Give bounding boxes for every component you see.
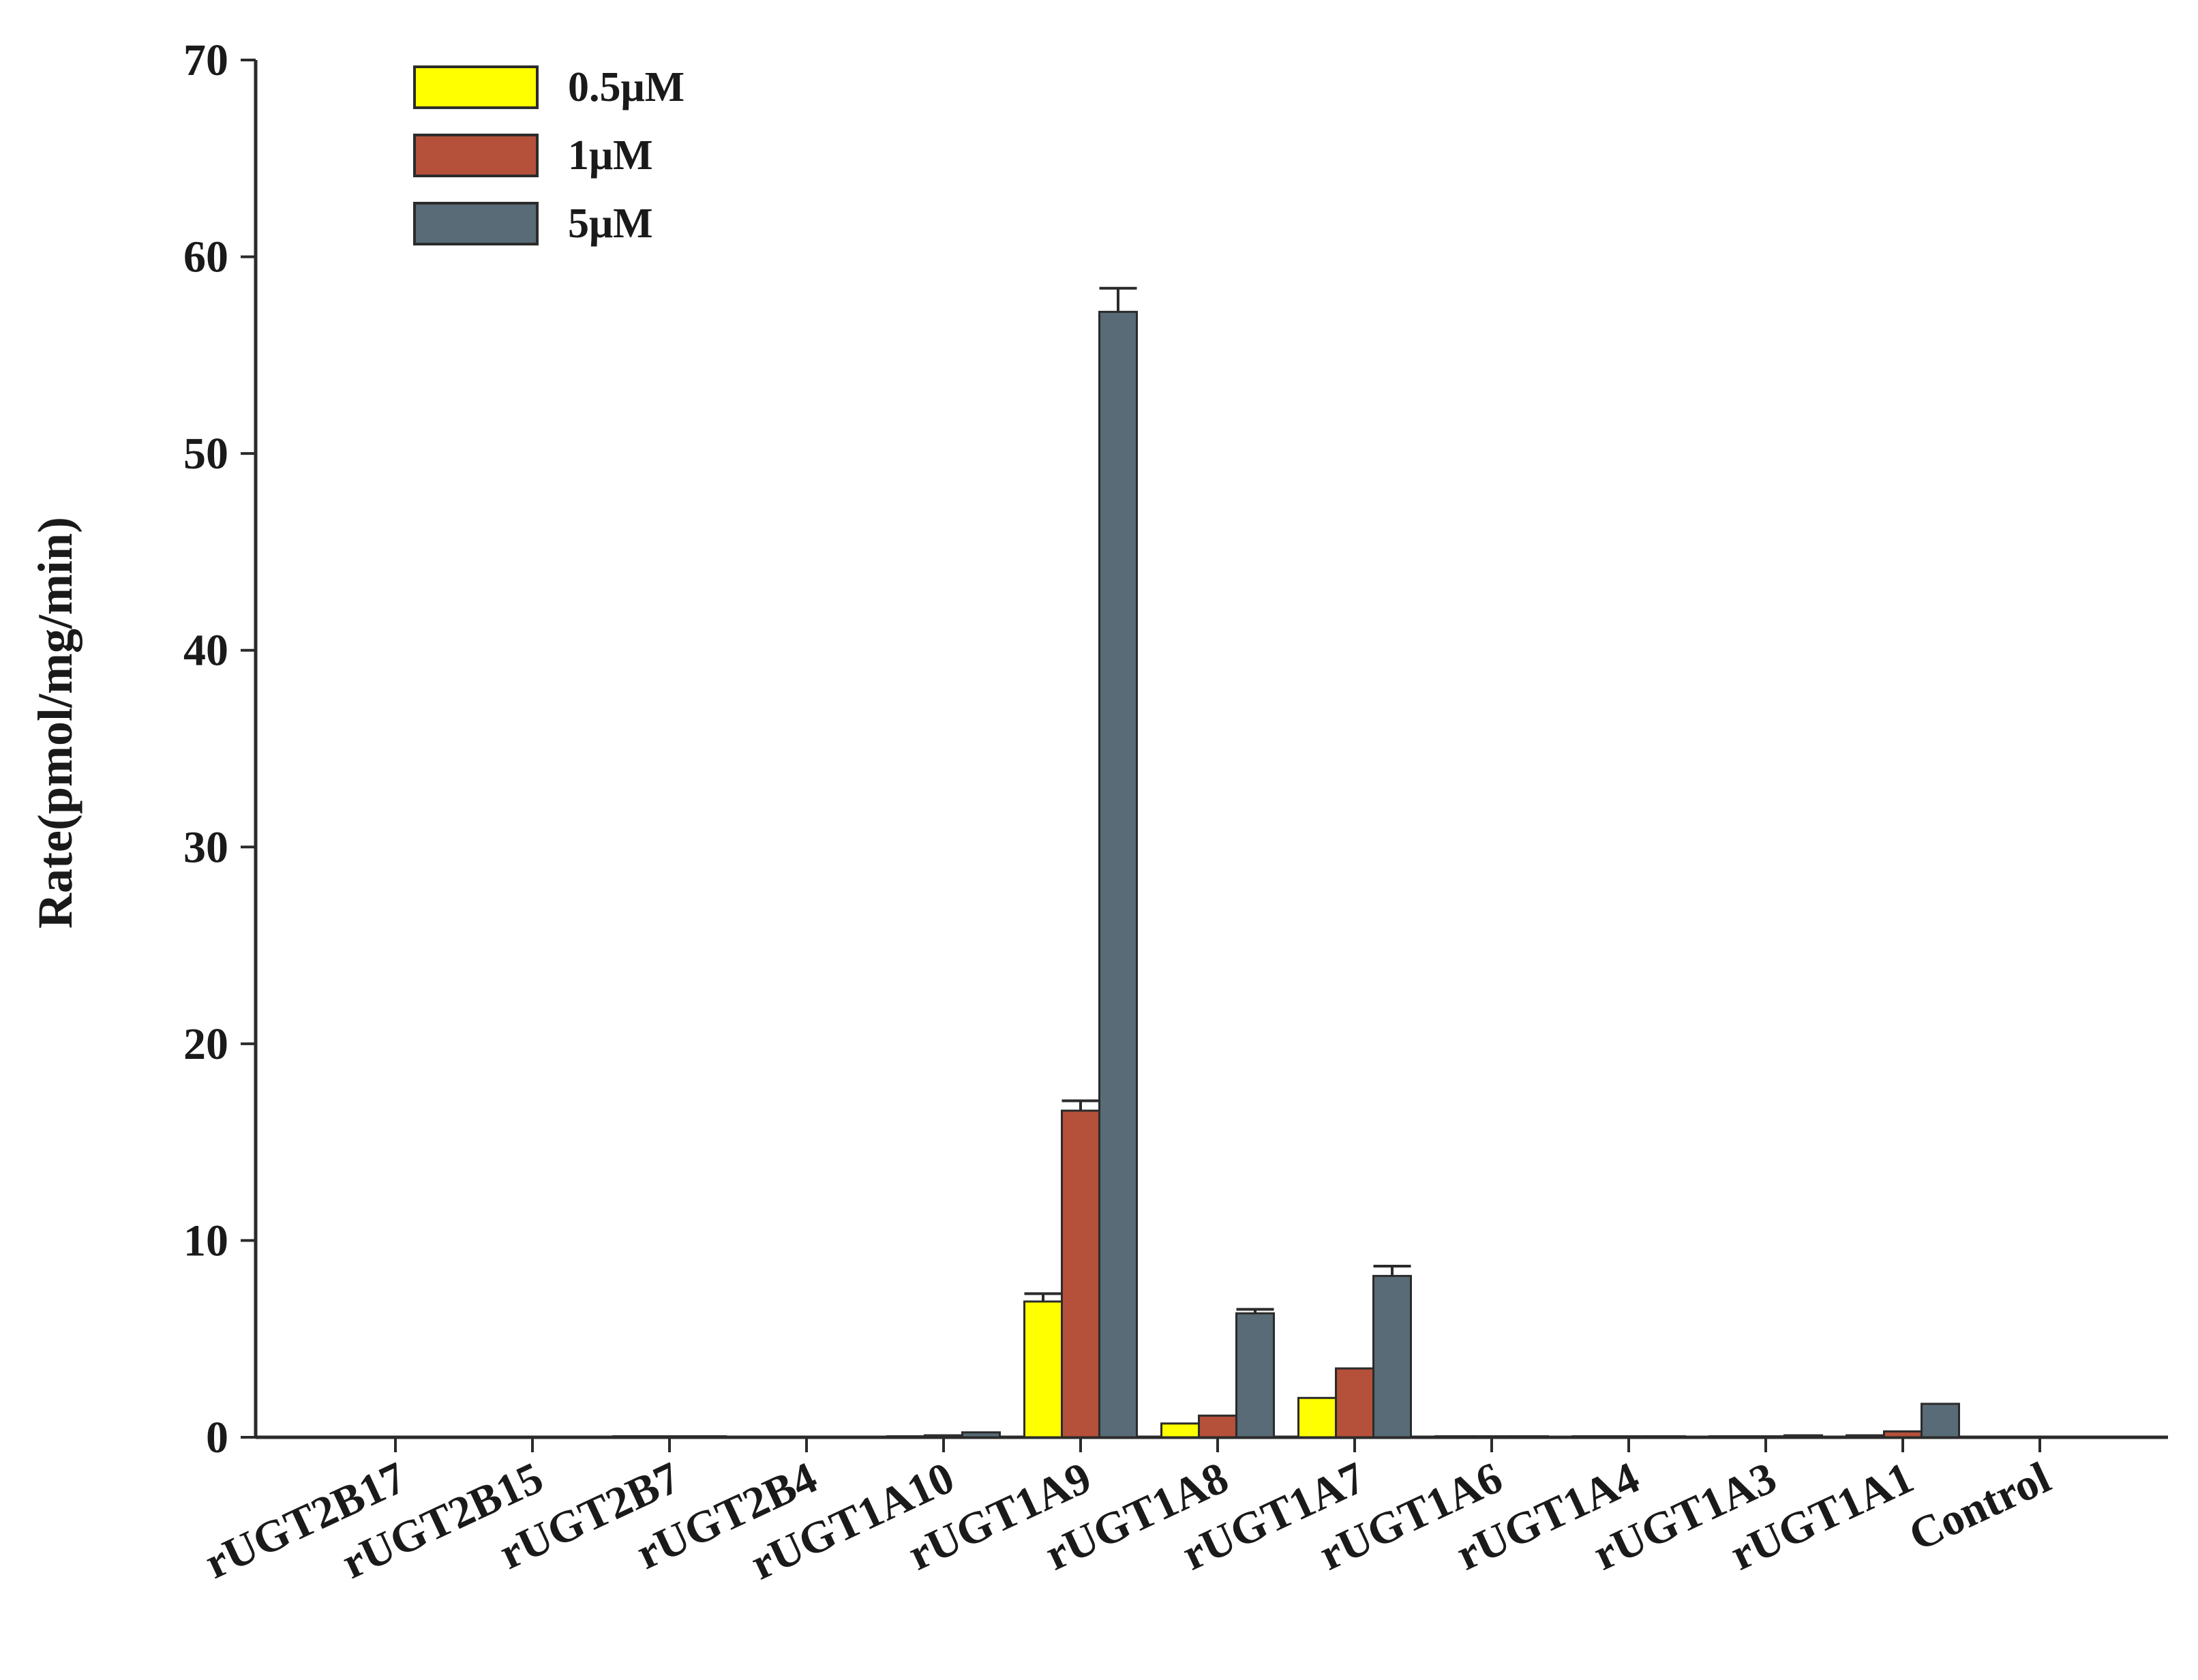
- y-ticks: 0 10 20 30 40 50 60 70: [183, 35, 256, 1462]
- legend-swatch-1: [413, 134, 539, 177]
- bar-6-2: [1235, 1312, 1275, 1439]
- bar-6-1: [1198, 1414, 1237, 1439]
- y-tick-label: 20: [183, 1019, 228, 1069]
- y-tick-label: 10: [183, 1216, 228, 1265]
- y-tick-label: 70: [183, 35, 228, 85]
- error-bars: [1024, 286, 1411, 1314]
- bar-11-2: [1921, 1402, 1960, 1439]
- x-category-labels: rUGT2B17rUGT2B15rUGT2B7rUGT2B4rUGT1A10rU…: [198, 1437, 2058, 1589]
- y-tick-label: 0: [206, 1413, 228, 1462]
- bar-6-0: [1160, 1422, 1200, 1439]
- bar-7-2: [1372, 1274, 1412, 1439]
- bar-4-1: [924, 1434, 963, 1439]
- bar-5-2: [1098, 310, 1138, 1439]
- bar-7-1: [1335, 1367, 1374, 1439]
- bar-10-2: [1783, 1434, 1823, 1439]
- legend-label-0: 0.5μM: [568, 64, 684, 110]
- bar-4-2: [961, 1431, 1001, 1439]
- y-tick-label: 50: [183, 429, 228, 479]
- legend-swatch-2: [413, 202, 539, 245]
- bars: [612, 310, 1960, 1439]
- legend: 0.5μM 1μM 5μM: [413, 64, 684, 247]
- bar-11-1: [1883, 1430, 1923, 1439]
- y-tick-label: 60: [183, 232, 228, 282]
- legend-label-1: 1μM: [568, 132, 653, 179]
- x-category-label: Control: [1901, 1452, 2058, 1561]
- bar-7-0: [1297, 1396, 1337, 1439]
- legend-swatch-0: [413, 65, 539, 109]
- y-tick-label: 40: [183, 626, 228, 676]
- y-tick-label: 30: [183, 822, 228, 872]
- bar-5-1: [1061, 1109, 1100, 1439]
- bar-11-0: [1846, 1434, 1885, 1439]
- y-axis-title: Rate(pmol/mg/min): [28, 517, 82, 929]
- axes: [254, 60, 2168, 1439]
- legend-label-2: 5μM: [568, 200, 653, 247]
- bar-5-0: [1023, 1300, 1063, 1439]
